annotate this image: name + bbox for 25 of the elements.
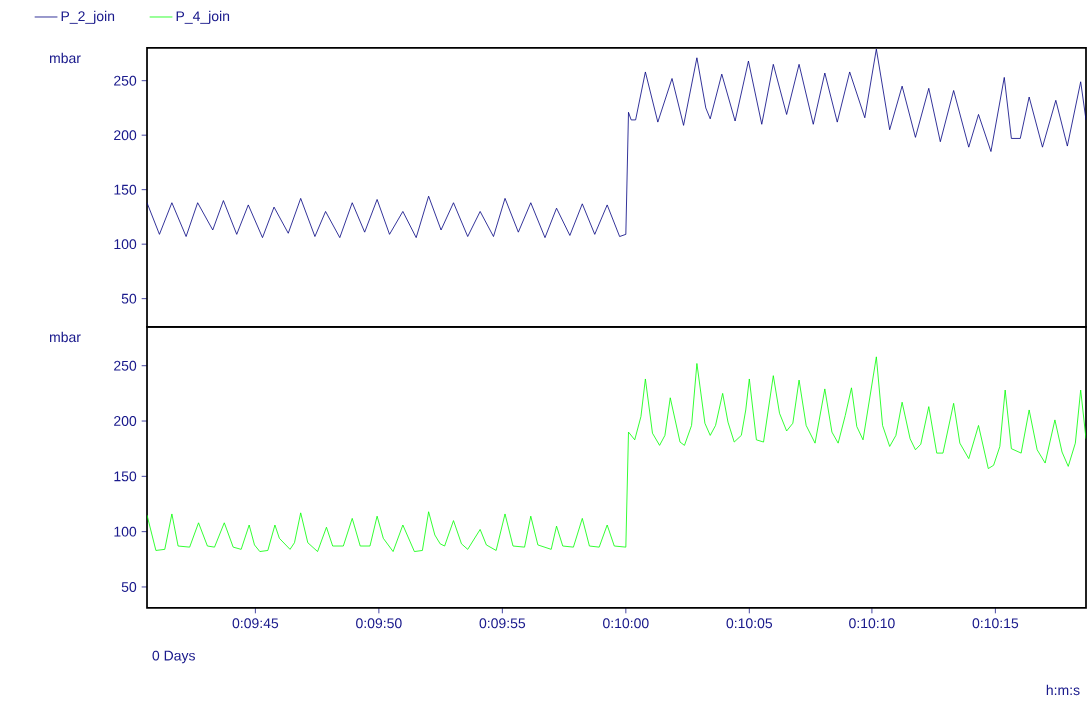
x-tick-label: 0:10:10 bbox=[849, 618, 895, 629]
line-series bbox=[147, 48, 1086, 239]
y-tick-label: 100 bbox=[114, 239, 137, 250]
legend-label: P_4_join bbox=[176, 10, 230, 24]
y-tick-label: 250 bbox=[114, 75, 137, 86]
x-tick-label: 0:10:05 bbox=[726, 618, 773, 629]
x-tick-label: 0:10:00 bbox=[603, 618, 649, 629]
y-tick-label: 100 bbox=[114, 526, 137, 537]
y-axis-title: mbar bbox=[49, 331, 81, 343]
x-axis-title: h:m:s bbox=[1046, 684, 1080, 696]
x-tick-label: 0:09:50 bbox=[356, 618, 402, 629]
line-series bbox=[147, 356, 1086, 552]
y-tick-label: 150 bbox=[114, 471, 137, 482]
y-tick-label: 200 bbox=[114, 130, 137, 141]
y-axis-title: mbar bbox=[49, 52, 81, 64]
y-tick-label: 50 bbox=[121, 582, 137, 592]
text: 0 Days bbox=[152, 650, 195, 664]
legend-label: P_2_join bbox=[61, 10, 115, 24]
x-tick-label: 0:10:15 bbox=[972, 618, 1019, 629]
y-tick-label: 250 bbox=[114, 360, 137, 371]
x-tick-label: 0:09:45 bbox=[232, 618, 279, 629]
x-tick-label: 0:09:55 bbox=[479, 618, 526, 629]
y-tick-label: 50 bbox=[121, 293, 137, 304]
y-tick-label: 200 bbox=[114, 416, 137, 426]
y-tick-label: 150 bbox=[114, 184, 137, 195]
